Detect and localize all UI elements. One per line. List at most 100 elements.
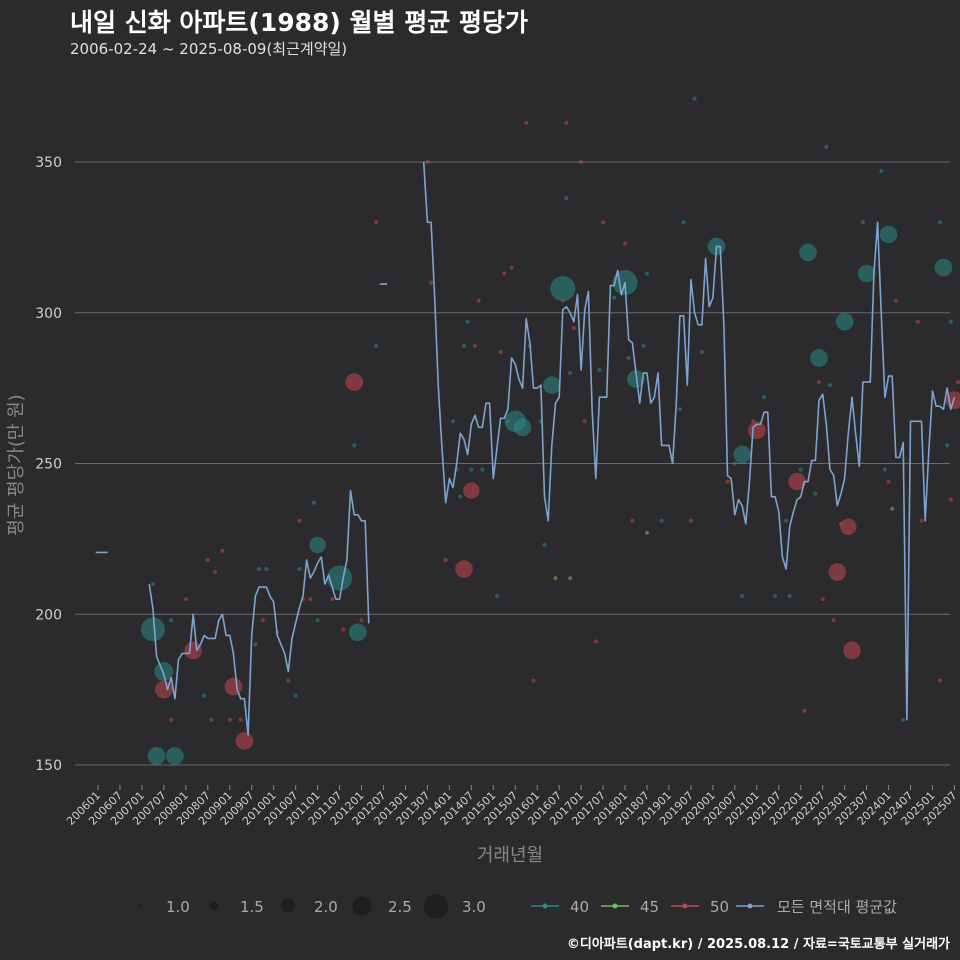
point-50-43 [429, 280, 434, 285]
point-40-125 [857, 264, 876, 283]
point-50-57 [498, 349, 503, 354]
point-45-130 [890, 506, 895, 511]
chart-title: 내일 신화 아파트(1988) 월별 평균 평당가 [70, 8, 528, 37]
point-40-109 [798, 467, 803, 472]
point-50-72 [564, 120, 569, 125]
point-40-29 [311, 500, 316, 505]
point-40-5 [169, 618, 174, 623]
legend-label-40: 40 [570, 898, 589, 916]
point-50-58 [502, 271, 507, 276]
point-50-76 [571, 325, 576, 330]
legend-size-label-3: 2.5 [388, 898, 412, 916]
point-50-71 [560, 298, 565, 303]
point-50-78 [582, 419, 587, 424]
point-50-42 [425, 160, 430, 164]
point-50-128 [886, 479, 891, 484]
point-40-129 [879, 225, 898, 244]
point-40-31 [309, 536, 326, 554]
legend-dot-45 [612, 903, 618, 909]
point-50-11 [205, 557, 210, 562]
point-50-84 [623, 241, 628, 246]
point-50-54 [476, 298, 481, 303]
point-40-121 [835, 312, 854, 331]
point-40-82 [612, 295, 617, 300]
point-40-138 [945, 443, 950, 448]
point-40-85 [626, 355, 631, 360]
point-40-2 [154, 662, 174, 681]
point-50-119 [828, 563, 847, 581]
point-50-52 [463, 482, 480, 499]
point-50-94 [688, 518, 693, 523]
point-45-74 [568, 576, 573, 581]
point-40-113 [810, 349, 828, 367]
point-40-126 [879, 169, 884, 174]
point-40-92 [677, 407, 682, 412]
legend-size-label-4: 3.0 [462, 898, 486, 916]
y-tick-label-300: 300 [35, 306, 62, 322]
point-40-19 [253, 642, 258, 647]
point-50-36 [345, 373, 364, 391]
point-40-67 [542, 542, 547, 547]
point-40-70 [550, 276, 576, 302]
point-50-9 [184, 641, 202, 660]
point-40-112 [813, 491, 818, 496]
x-axis-title: 거래년월 [477, 845, 543, 866]
point-40-20 [257, 567, 262, 572]
point-40-10 [202, 693, 207, 698]
point-40-41 [374, 343, 379, 348]
point-40-127 [882, 467, 887, 472]
legend-size-dot-0 [138, 904, 142, 908]
point-40-132 [901, 717, 906, 722]
point-40-73 [564, 196, 569, 201]
point-40-100 [740, 594, 745, 599]
point-40-105 [773, 594, 778, 599]
point-50-16 [224, 677, 243, 696]
point-40-124 [860, 220, 865, 225]
point-40-68 [543, 376, 561, 394]
point-50-64 [531, 678, 536, 683]
point-50-63 [524, 120, 529, 125]
legend-label-50: 50 [710, 898, 729, 916]
point-40-104 [762, 395, 767, 400]
legend-size-dot-2 [281, 899, 295, 913]
point-40-27 [297, 567, 302, 572]
point-50-8 [183, 597, 188, 602]
point-50-33 [330, 597, 335, 602]
y-tick-label-350: 350 [35, 155, 62, 171]
point-50-118 [831, 618, 836, 623]
y-tick-label-250: 250 [35, 457, 62, 473]
point-50-81 [601, 220, 606, 225]
point-40-47 [458, 494, 463, 499]
point-40-135 [937, 220, 942, 225]
point-40-116 [824, 144, 829, 149]
y-axis-ticks: 150 200 250 300 350 [35, 155, 62, 774]
point-50-6 [169, 717, 174, 722]
point-40-1 [147, 747, 166, 765]
point-50-18 [235, 732, 254, 750]
point-50-14 [220, 548, 225, 553]
legend-size-label-1: 1.5 [240, 898, 264, 916]
point-50-110 [802, 708, 807, 713]
point-50-26 [297, 518, 302, 523]
point-45-90 [645, 530, 649, 535]
legend-dot-avg [747, 903, 753, 909]
point-50-44 [443, 557, 448, 562]
point-50-79 [593, 639, 598, 644]
point-50-142 [956, 380, 960, 385]
point-50-49 [455, 560, 473, 578]
legend-label-avg: 모든 면적대 평균값 [777, 898, 897, 916]
point-40-12 [209, 717, 214, 722]
point-40-55 [480, 467, 485, 472]
point-40-56 [494, 594, 499, 599]
point-50-86 [630, 518, 635, 523]
grid-lines [75, 161, 950, 766]
legend-size-dot-4 [423, 893, 449, 919]
point-50-115 [820, 597, 825, 602]
point-40-22 [264, 567, 269, 572]
point-40-111 [799, 243, 817, 262]
point-50-114 [817, 380, 822, 385]
point-50-39 [359, 618, 364, 623]
point-40-80 [597, 368, 602, 373]
point-50-53 [472, 343, 477, 348]
